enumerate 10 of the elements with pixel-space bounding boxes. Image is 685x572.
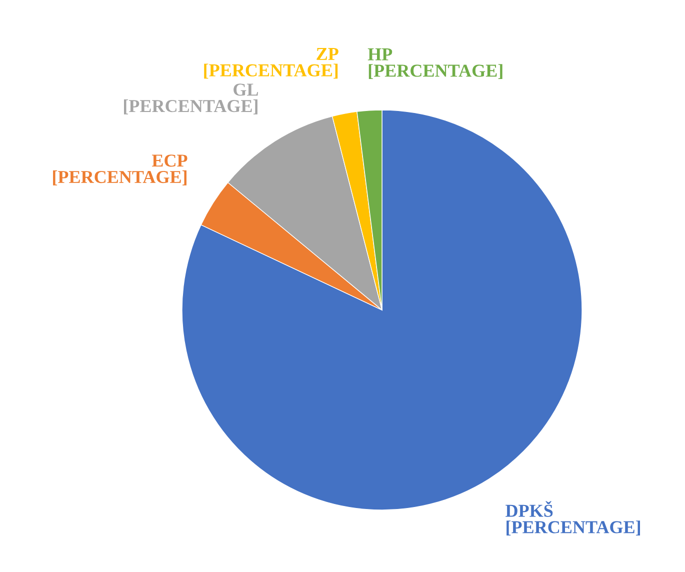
slice-label: ECP: [152, 154, 188, 167]
data-label: [PERCENTAGE]: [124, 99, 258, 114]
data-label: [PERCENTAGE]: [368, 64, 502, 80]
data-label: [PERCENTAGE]: [53, 170, 186, 186]
slice-label: GL: [234, 84, 258, 96]
data-label: [PERCENTAGE]: [506, 520, 640, 536]
slice-label: DPKŠ: [506, 501, 553, 517]
slice-label: ZP: [316, 48, 338, 60]
slice-label: HP: [368, 48, 392, 60]
data-label: [PERCENTAGE]: [204, 64, 338, 79]
